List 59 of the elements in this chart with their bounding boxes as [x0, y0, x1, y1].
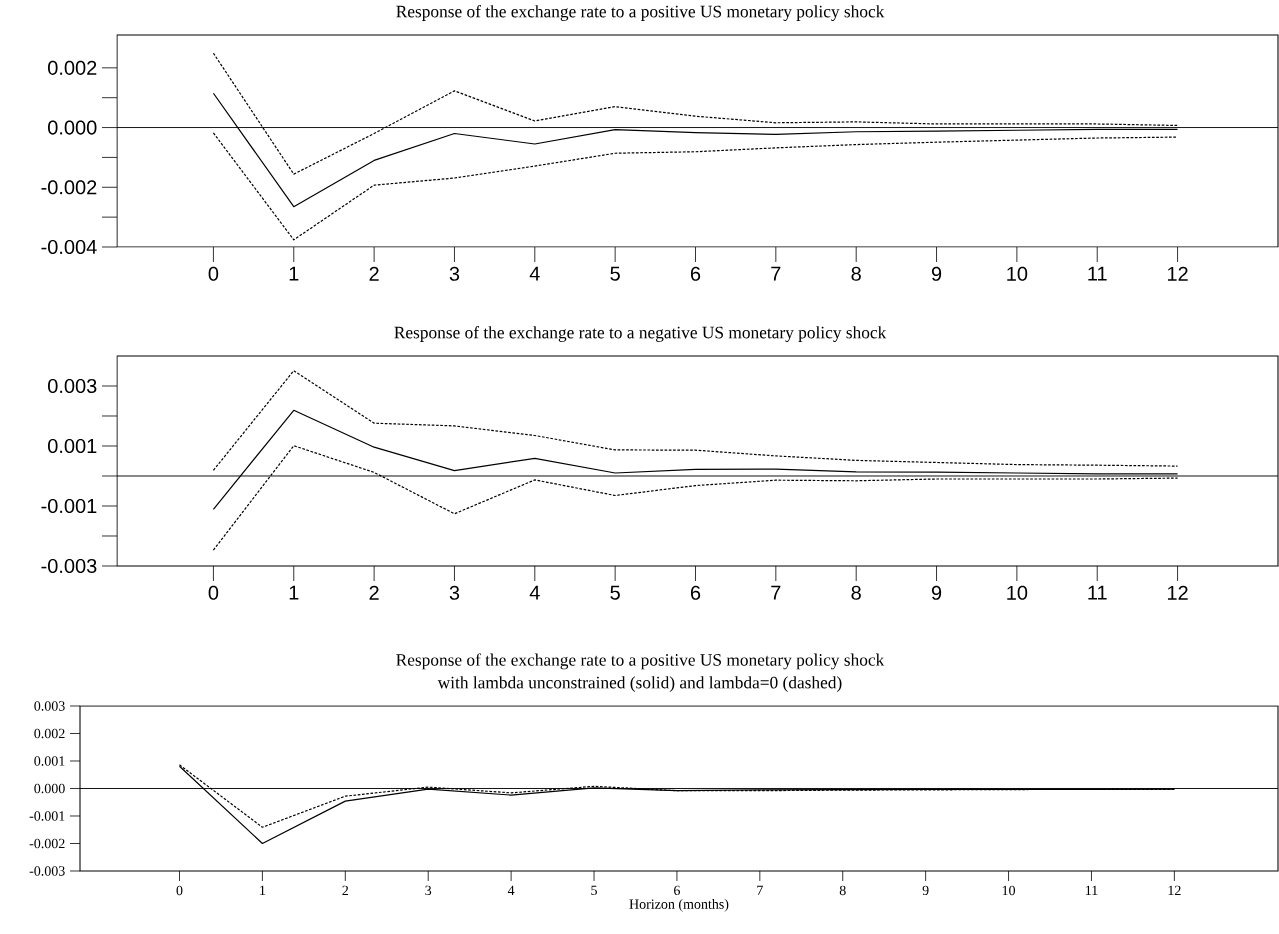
chart-title: Response of the exchange rate to a positive US monetary policy shock: [396, 5, 885, 21]
x-tick-label: 3: [425, 885, 432, 896]
x-axis-title: Horizon (months): [629, 898, 729, 912]
y-tick-label: 0.001: [48, 438, 97, 454]
x-tick-label: 3: [449, 585, 460, 600]
y-tick-label: 0.003: [34, 701, 65, 711]
chart-subtitle: with lambda unconstrained (solid) and lambda=0 (dashed): [437, 676, 842, 692]
x-tick-label: 4: [529, 585, 540, 600]
x-tick-label: 11: [1088, 585, 1107, 600]
x-tick-label: 10: [1002, 885, 1016, 896]
y-tick-label: 0.002: [34, 728, 65, 739]
x-tick-label: 9: [922, 885, 929, 896]
x-tick-label: 6: [674, 885, 681, 896]
x-tick-label: 3: [449, 266, 460, 281]
y-tick-label: 0.003: [48, 378, 97, 394]
x-tick-label: 0: [208, 266, 219, 281]
x-tick-label: 2: [369, 266, 379, 281]
x-tick-label: 1: [289, 585, 299, 600]
x-tick-label: 5: [610, 585, 620, 600]
x-tick-label: 6: [690, 266, 701, 281]
x-tick-label: 9: [931, 585, 942, 600]
x-tick-label: 7: [757, 885, 763, 895]
y-tick-label: 0.000: [48, 120, 97, 135]
x-tick-label: 1: [289, 266, 299, 281]
x-tick-label: 4: [529, 266, 540, 281]
x-tick-label: 12: [1167, 585, 1188, 600]
chart-title: Response of the exchange rate to a positive US monetary policy shock: [396, 653, 885, 670]
y-tick-label: -0.001: [29, 811, 65, 821]
x-tick-label: 2: [342, 885, 349, 895]
y-tick-label: -0.004: [41, 239, 97, 255]
chart-title: Response of the exchange rate to a negative US monetary policy shock: [394, 326, 887, 342]
x-tick-label: 10: [1007, 585, 1028, 600]
y-tick-label: 0.002: [48, 60, 97, 75]
x-tick-label: 0: [208, 585, 219, 600]
x-tick-label: 5: [591, 885, 597, 896]
y-tick-label: -0.001: [41, 498, 97, 514]
x-tick-label: 6: [690, 585, 701, 600]
y-tick-label: -0.002: [41, 180, 97, 195]
x-tick-label: 11: [1088, 266, 1107, 281]
y-tick-label: 0.000: [34, 783, 65, 794]
x-tick-label: 7: [771, 585, 781, 600]
y-tick-label: -0.003: [41, 558, 97, 574]
x-tick-label: 0: [176, 885, 183, 896]
y-tick-label: -0.002: [29, 838, 65, 849]
x-tick-label: 10: [1007, 266, 1028, 281]
x-tick-label: 11: [1085, 885, 1098, 895]
y-tick-label: -0.003: [29, 866, 65, 876]
x-tick-label: 2: [369, 585, 379, 600]
x-tick-label: 12: [1167, 266, 1188, 281]
x-tick-label: 8: [851, 585, 861, 600]
x-tick-label: 12: [1168, 885, 1181, 895]
y-tick-label: 0.001: [34, 756, 65, 766]
x-tick-label: 7: [771, 266, 781, 281]
x-tick-label: 5: [610, 266, 620, 281]
x-tick-label: 4: [507, 885, 515, 895]
x-tick-label: 8: [839, 885, 846, 896]
x-tick-label: 9: [931, 266, 942, 281]
x-tick-label: 8: [851, 266, 861, 281]
x-tick-label: 1: [260, 885, 266, 895]
